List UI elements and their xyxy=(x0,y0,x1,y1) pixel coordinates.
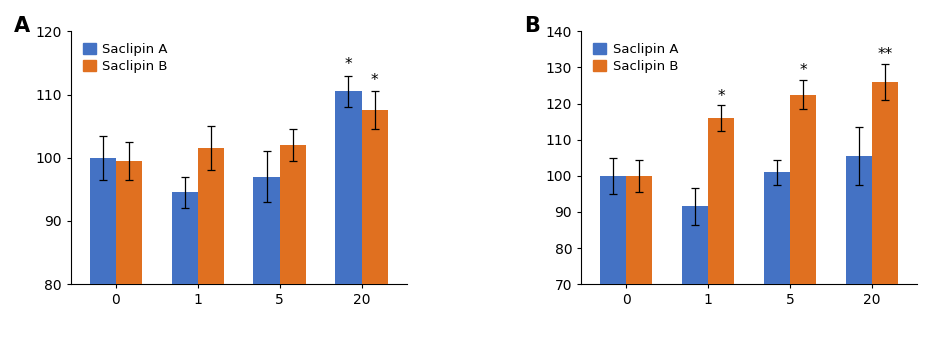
Text: *: * xyxy=(718,88,725,104)
Legend: Saclipin A, Saclipin B: Saclipin A, Saclipin B xyxy=(77,38,173,78)
Bar xyxy=(198,148,224,354)
Text: *: * xyxy=(800,63,807,78)
Bar xyxy=(116,161,142,354)
Bar xyxy=(600,176,626,354)
Bar xyxy=(682,206,708,354)
Bar xyxy=(362,110,388,354)
Bar xyxy=(845,156,872,354)
Bar xyxy=(336,91,362,354)
Bar xyxy=(280,145,306,354)
Bar xyxy=(764,172,790,354)
Bar xyxy=(708,118,734,354)
Text: *: * xyxy=(371,73,378,88)
Text: A: A xyxy=(14,16,30,36)
Text: B: B xyxy=(524,16,540,36)
Bar xyxy=(626,176,652,354)
Bar xyxy=(171,193,198,354)
Text: **: ** xyxy=(877,47,893,62)
Bar xyxy=(790,95,816,354)
Bar xyxy=(89,158,116,354)
Legend: Saclipin A, Saclipin B: Saclipin A, Saclipin B xyxy=(588,38,684,78)
Text: *: * xyxy=(345,57,352,73)
Bar xyxy=(254,177,280,354)
Bar xyxy=(872,82,898,354)
